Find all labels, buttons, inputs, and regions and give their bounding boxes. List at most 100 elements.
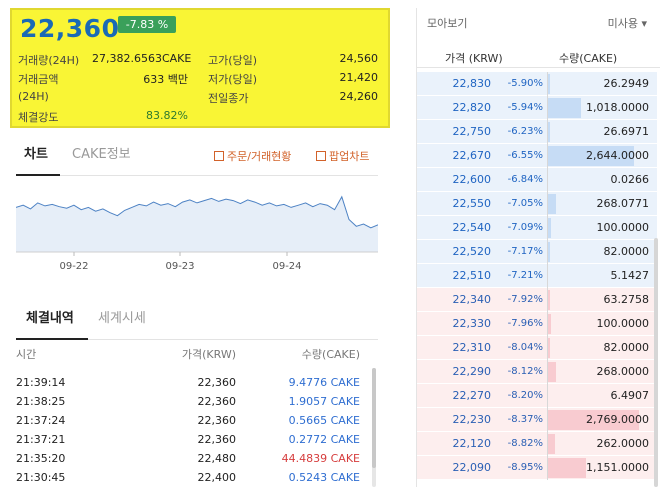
trade-row: 21:30:45 22,400 0.5243 CAKE [16, 471, 366, 487]
orderbook-divider [547, 192, 548, 216]
orderbook-price: 22,820 [452, 101, 492, 114]
trade-price: 22,360 [197, 395, 237, 408]
low-price-value: 21,420 [339, 71, 379, 84]
col-price: 가격(KRW) [181, 348, 236, 361]
orderbook-price: 22,090 [452, 461, 492, 474]
volume-24h-label: 거래량(24H) [18, 54, 80, 67]
orderbook-divider [547, 360, 548, 384]
orderbook-qty: 268.0000 [596, 365, 650, 378]
orderbook-bid-row[interactable]: 22,290 -8.12% 268.0000 [417, 360, 657, 384]
orderbook-volume-bar [547, 122, 550, 142]
orderbook-change-pct: -8.12% [507, 366, 543, 377]
orderbook-qty: 262.0000 [596, 437, 650, 450]
orderbook-divider [547, 408, 548, 432]
orderbook-change-pct: -5.90% [507, 78, 543, 89]
x-axis-ticks: 09-22 09-23 09-24 [59, 252, 302, 272]
prev-close-label: 전일종가 [208, 92, 249, 105]
orderbook-qty: 0.0266 [610, 173, 650, 186]
orderbook-qty: 2,644.0000 [586, 149, 649, 162]
orderbook-scrollbar[interactable] [654, 238, 658, 487]
orderbook-volume-bar [547, 290, 550, 310]
orderbook-bid-row[interactable]: 22,090 -8.95% 1,151.0000 [417, 456, 657, 480]
popup-chart-link[interactable]: 팝업차트 [316, 148, 369, 164]
tab-cake-info[interactable]: CAKE정보 [72, 147, 131, 162]
trade-row: 21:35:20 22,480 44.4839 CAKE [16, 452, 366, 471]
orders-status-label: 주문/거래현황 [227, 150, 292, 163]
trade-tab-bar: 체결내역 세계시세 [16, 310, 378, 340]
price-line [16, 195, 378, 229]
orderbook-change-pct: -7.17% [507, 246, 543, 257]
orderbook-ask-row[interactable]: 22,750 -6.23% 26.6971 [417, 120, 657, 144]
orderbook-price: 22,600 [452, 173, 492, 186]
orderbook-ask-row[interactable]: 22,550 -7.05% 268.0771 [417, 192, 657, 216]
trade-row: 21:37:24 22,360 0.5665 CAKE [16, 414, 366, 433]
orderbook-change-pct: -8.82% [507, 438, 543, 449]
trade-list-scrollbar[interactable] [372, 368, 376, 487]
tab-trade-history[interactable]: 체결내역 [16, 310, 88, 340]
orderbook-bid-row[interactable]: 22,230 -8.37% 2,769.0000 [417, 408, 657, 432]
orderbook-ask-row[interactable]: 22,520 -7.17% 82.0000 [417, 240, 657, 264]
trade-amount-period-label: (24H) [18, 90, 49, 103]
trade-qty: 0.2772 CAKE [288, 433, 360, 446]
orderbook-bid-row[interactable]: 22,270 -8.20% 6.4907 [417, 384, 657, 408]
orderbook-price: 22,310 [452, 341, 492, 354]
current-price: 22,360 [20, 14, 120, 43]
trade-price: 22,360 [197, 433, 237, 446]
orderbook-ask-row[interactable]: 22,670 -6.55% 2,644.0000 [417, 144, 657, 168]
low-price-label: 저가(당일) [208, 73, 258, 86]
orders-status-link[interactable]: 주문/거래현황 [214, 148, 291, 164]
orderbook-divider [547, 240, 548, 264]
trade-time: 21:30:45 [16, 471, 66, 484]
orderbook-ask-row[interactable]: 22,830 -5.90% 26.2949 [417, 72, 657, 96]
orderbook-ask-row[interactable]: 22,820 -5.94% 1,018.0000 [417, 96, 657, 120]
orderbook-bid-row[interactable]: 22,340 -7.92% 63.2758 [417, 288, 657, 312]
orderbook-bid-row[interactable]: 22,310 -8.04% 82.0000 [417, 336, 657, 360]
orderbook-divider [547, 120, 548, 144]
orderbook-price: 22,750 [452, 125, 492, 138]
orderbook-change-pct: -7.96% [507, 318, 543, 329]
orderbook-divider [547, 336, 548, 360]
orderbook-qty: 1,018.0000 [586, 101, 649, 114]
orderbook-ask-row[interactable]: 22,510 -7.21% 5.1427 [417, 264, 657, 288]
orderbook-divider [547, 432, 548, 456]
orderbook-unit-dropdown[interactable]: 미사용 ▾ [607, 17, 647, 30]
chart-tab-bar: 차트 CAKE정보 주문/거래현황 팝업차트 [16, 146, 378, 176]
orderbook-change-pct: -7.21% [507, 270, 543, 281]
price-area-fill [16, 196, 378, 252]
popup-chart-label: 팝업차트 [329, 150, 370, 163]
orderbook-ask-row[interactable]: 22,600 -6.84% 0.0266 [417, 168, 657, 192]
trade-qty: 0.5665 CAKE [288, 414, 360, 427]
orderbook-qty: 6.4907 [610, 389, 650, 402]
orderbook-divider [547, 264, 548, 288]
trade-price: 22,480 [197, 452, 237, 465]
trade-list-scroll-thumb[interactable] [372, 368, 376, 468]
orderbook-volume-bar [547, 362, 557, 382]
trade-strength-label: 체결강도 [18, 111, 59, 124]
orderbook-qty: 1,151.0000 [586, 461, 649, 474]
orderbook-bid-row[interactable]: 22,120 -8.82% 262.0000 [417, 432, 657, 456]
price-summary-panel: 22,360 -7.83 % 거래량(24H) 27,382.6563CAKE … [10, 8, 390, 128]
orderbook-bid-row[interactable]: 22,330 -7.96% 100.0000 [417, 312, 657, 336]
trade-qty: 9.4776 CAKE [288, 376, 360, 389]
orderbook-ask-row[interactable]: 22,540 -7.09% 100.0000 [417, 216, 657, 240]
orderbook-volume-bar [547, 98, 582, 118]
orderbook-divider [547, 72, 548, 96]
orderbook-divider [547, 144, 548, 168]
tab-world-price[interactable]: 세계시세 [98, 311, 146, 326]
orderbook-header: 가격 (KRW) 수량(CAKE) [417, 46, 660, 68]
tab-chart[interactable]: 차트 [16, 146, 60, 176]
orderbook-price: 22,550 [452, 197, 492, 210]
orderbook-col-price: 가격 (KRW) [445, 52, 503, 65]
orderbook-price: 22,340 [452, 293, 492, 306]
orderbook-change-pct: -7.05% [507, 198, 543, 209]
orderbook-view-toggle[interactable]: 모아보기 [427, 17, 468, 30]
price-chart[interactable]: 09-22 09-23 09-24 [16, 180, 378, 278]
orderbook-volume-bar [547, 314, 551, 334]
orderbook-price: 22,330 [452, 317, 492, 330]
orderbook-divider [547, 312, 548, 336]
orderbook-qty: 100.0000 [596, 317, 650, 330]
orderbook-volume-bar [547, 242, 550, 262]
orderbook-qty: 2,769.0000 [586, 413, 649, 426]
orderbook-change-pct: -8.20% [507, 390, 543, 401]
volume-24h-value: 27,382.6563CAKE [92, 52, 192, 65]
